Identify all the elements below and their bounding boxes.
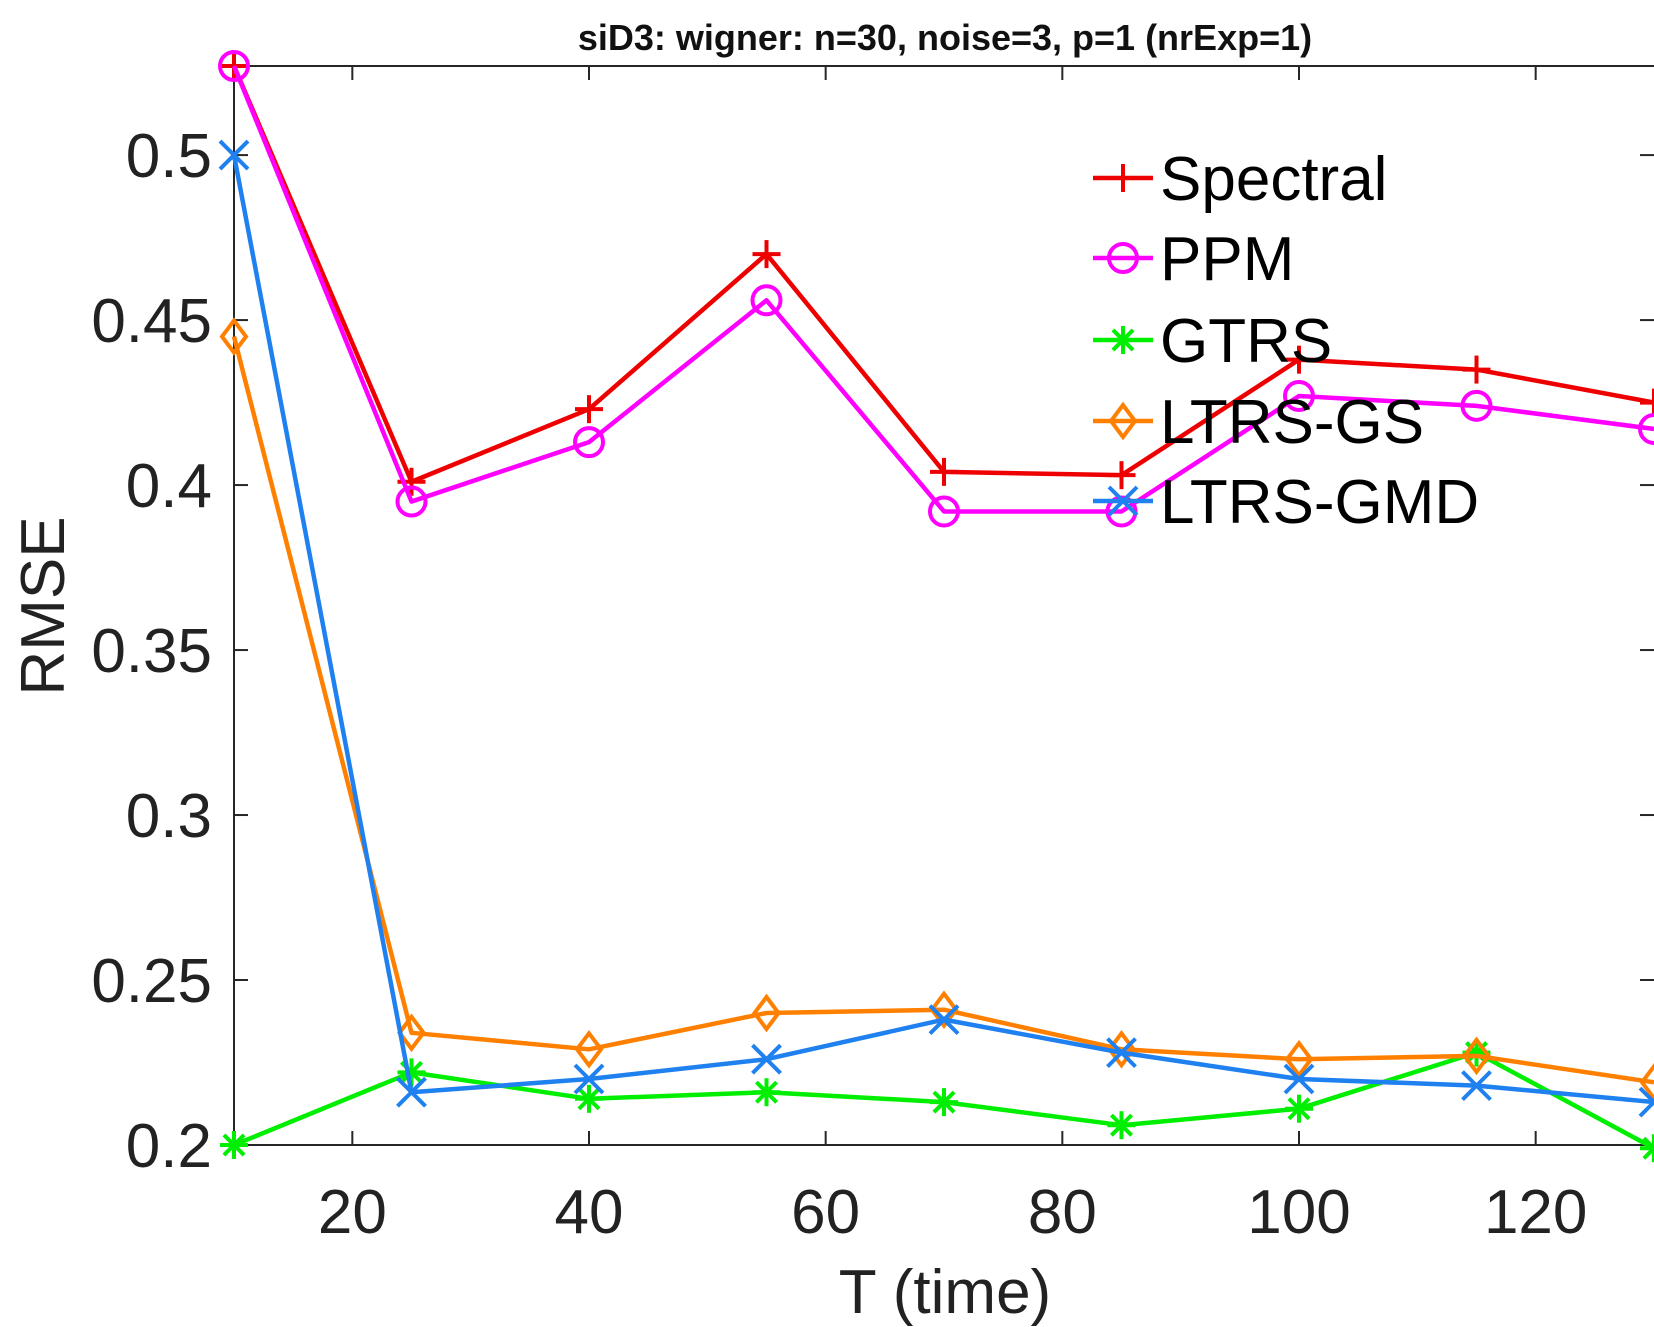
- data-point: [1638, 1086, 1654, 1118]
- x-tick-label: 100: [1247, 1178, 1350, 1247]
- x-axis: 20 40 60 80 100 120: [318, 66, 1587, 1247]
- data-point: [1106, 1037, 1137, 1069]
- series-line: [231, 336, 1654, 1085]
- data-point: [219, 317, 249, 356]
- series-gtrs: [220, 1038, 1654, 1163]
- data-point: [1639, 1062, 1654, 1102]
- legend-marker: [1107, 485, 1139, 517]
- y-tick-label: 0.25: [91, 947, 212, 1016]
- data-point: [752, 240, 781, 269]
- data-point: [1107, 1111, 1136, 1140]
- legend-marker: [1109, 326, 1137, 354]
- plot-area: [233, 65, 1654, 1146]
- x-axis-label: T (time): [839, 1258, 1051, 1327]
- plot-background: [234, 66, 1654, 1145]
- data-point: [575, 395, 603, 424]
- y-tick-label: 0.5: [126, 122, 212, 191]
- y-tick-label: 0.4: [126, 452, 212, 521]
- y-axis: 0.2 0.25 0.3 0.35 0.4 0.45 0.5: [91, 122, 1654, 1181]
- x-tick-label: 40: [555, 1178, 624, 1247]
- data-point: [573, 1063, 605, 1095]
- x-tick-label: 20: [318, 1178, 387, 1247]
- data-point: [1462, 1036, 1491, 1076]
- data-point: [928, 1004, 960, 1036]
- y-tick-label: 0.3: [126, 782, 212, 851]
- legend-label: LTRS-GMD: [1160, 468, 1479, 537]
- data-point: [1638, 412, 1654, 445]
- legend-item-gtrs: GTRS: [1093, 307, 1332, 376]
- data-point: [1460, 389, 1493, 422]
- data-point: [1284, 1039, 1314, 1079]
- legend-marker: [1107, 242, 1139, 274]
- data-point: [575, 1084, 603, 1113]
- data-point: [1640, 1134, 1654, 1163]
- legend-item-spectral: Spectral: [1093, 145, 1387, 214]
- series-line: [231, 65, 1654, 514]
- data-point: [218, 139, 250, 171]
- data-point: [1285, 345, 1313, 374]
- legend-marker: [1109, 164, 1137, 192]
- legend: Spectral PPM GTRS LTRS-GS LTRS-GMD: [1093, 145, 1479, 537]
- data-point: [1283, 379, 1315, 412]
- x-tick-label: 80: [1028, 1178, 1097, 1247]
- legend-label: LTRS-GS: [1160, 388, 1424, 457]
- y-tick-label: 0.35: [91, 617, 212, 686]
- legend-item-ltrs-gs: LTRS-GS: [1093, 388, 1424, 457]
- data-point: [220, 1131, 248, 1159]
- y-axis-label: RMSE: [9, 516, 78, 695]
- data-point: [573, 426, 605, 459]
- data-point: [751, 1043, 782, 1075]
- data-point: [929, 990, 959, 1030]
- data-point: [1461, 1070, 1492, 1102]
- legend-label: PPM: [1160, 225, 1294, 294]
- data-point: [928, 495, 960, 528]
- data-point: [395, 485, 428, 518]
- data-point: [1640, 388, 1654, 417]
- data-point: [218, 50, 250, 82]
- data-point: [752, 993, 781, 1033]
- legend-marker: [1108, 401, 1138, 441]
- series-spectral: [220, 52, 1654, 496]
- series-ltrs-gs: [219, 317, 1654, 1102]
- legend-item-ltrs-gmd: LTRS-GMD: [1093, 468, 1479, 537]
- y-tick-label: 0.2: [126, 1112, 212, 1181]
- legend-item-ppm: PPM: [1093, 225, 1294, 294]
- data-point: [1283, 1063, 1315, 1095]
- x-tick-label: 60: [791, 1178, 860, 1247]
- data-point: [930, 1088, 958, 1117]
- data-point: [1285, 1094, 1313, 1123]
- data-point: [930, 457, 958, 486]
- data-point: [1462, 355, 1491, 384]
- series-layer: [218, 50, 1654, 1163]
- legend-label: GTRS: [1160, 307, 1332, 376]
- data-point: [752, 1078, 781, 1107]
- series-ltrs-gmd: [218, 139, 1654, 1118]
- data-point: [1107, 461, 1136, 490]
- data-point: [750, 284, 783, 317]
- x-tick-label: 120: [1484, 1178, 1587, 1247]
- y-tick-label: 0.45: [91, 287, 212, 356]
- data-point: [397, 1013, 426, 1053]
- legend-label: Spectral: [1160, 145, 1387, 214]
- chart-title: siD3: wigner: n=30, noise=3, p=1 (nrExp=…: [578, 17, 1312, 58]
- data-point: [574, 1029, 604, 1069]
- data-point: [396, 1076, 427, 1108]
